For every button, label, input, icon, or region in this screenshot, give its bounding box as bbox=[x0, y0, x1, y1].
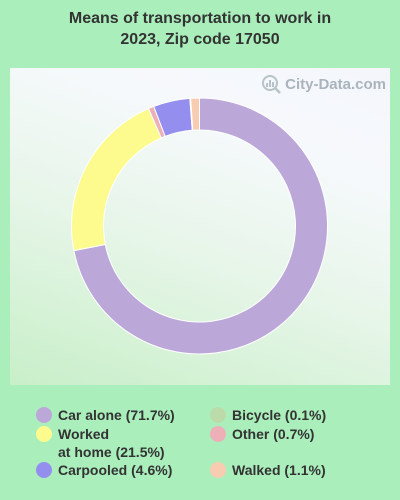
legend-swatch-walked bbox=[210, 462, 226, 478]
legend-swatch-other bbox=[210, 426, 226, 442]
legend-label-carpooled: Carpooled (4.6%) bbox=[58, 462, 173, 478]
legend-item-car-alone: Car alone (71.7%) bbox=[36, 406, 175, 424]
legend-label-bicycle: Bicycle (0.1%) bbox=[232, 407, 327, 423]
watermark-text: City-Data.com bbox=[285, 75, 386, 93]
title-line-1: Means of transportation to work in bbox=[68, 10, 332, 27]
legend-swatch-carpooled bbox=[36, 462, 52, 478]
title-line-2: 2023, Zip code 17050 bbox=[120, 31, 280, 48]
chart-title: Means of transportation to work in 2023,… bbox=[0, 8, 400, 50]
legend-swatch-car-alone bbox=[36, 407, 52, 423]
legend-item-worked-at-home: Worked at home (21.5%) bbox=[36, 425, 165, 461]
legend-item-walked: Walked (1.1%) bbox=[210, 461, 326, 479]
legend-item-bicycle: Bicycle (0.1%) bbox=[210, 406, 326, 424]
legend-item-other: Other (0.7%) bbox=[210, 425, 314, 443]
legend-label-walked: Walked (1.1%) bbox=[232, 462, 326, 478]
slice-walked bbox=[190, 97, 200, 131]
legend-item-carpooled: Carpooled (4.6%) bbox=[36, 461, 172, 479]
legend-swatch-worked-at-home bbox=[36, 426, 52, 442]
legend-label-other: Other (0.7%) bbox=[232, 426, 315, 442]
legend-label-worked-at-home: Worked at home (21.5%) bbox=[58, 426, 165, 460]
legend-label-car-alone: Car alone (71.7%) bbox=[58, 407, 175, 423]
slice-car-alone bbox=[73, 97, 328, 355]
legend-swatch-bicycle bbox=[210, 407, 226, 423]
legend: Car alone (71.7%) Worked at home (21.5%)… bbox=[0, 396, 400, 496]
magnifier-icon bbox=[262, 75, 282, 94]
watermark: City-Data.com bbox=[261, 74, 386, 94]
slice-worked-at-home bbox=[71, 107, 162, 252]
